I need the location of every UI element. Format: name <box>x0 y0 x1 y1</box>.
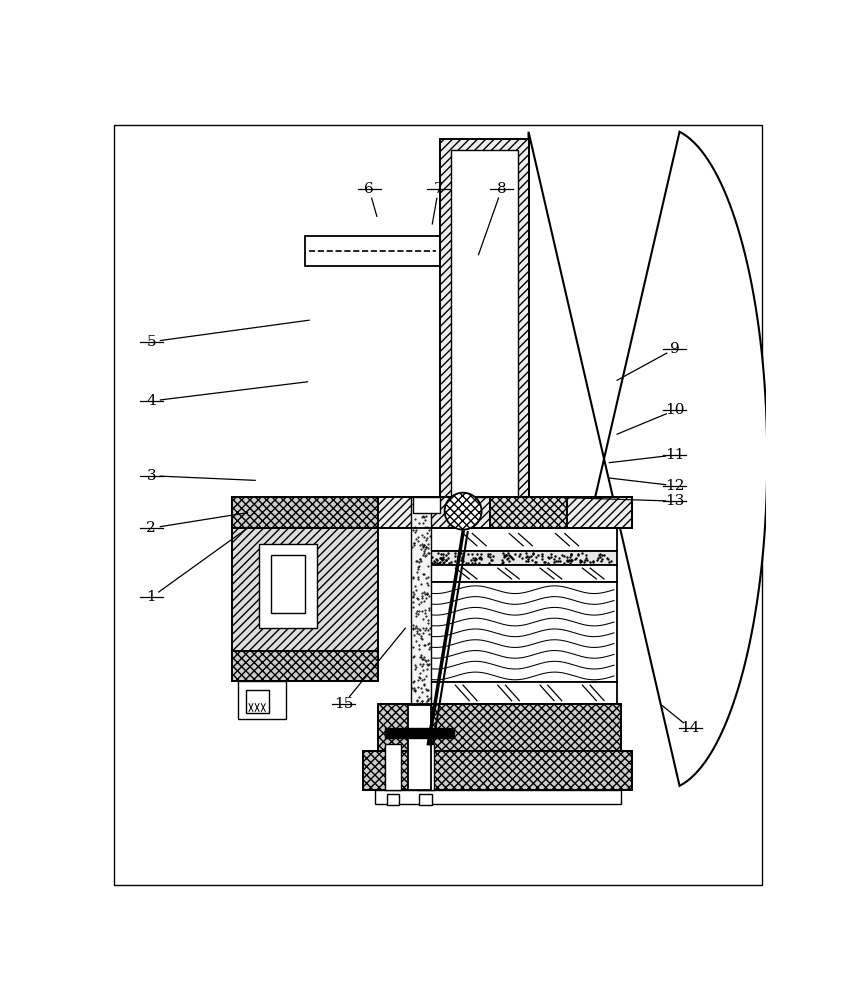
Bar <box>416 744 433 790</box>
Bar <box>270 555 305 613</box>
Text: 9: 9 <box>669 342 679 356</box>
Text: 7: 7 <box>433 182 443 196</box>
Text: 5: 5 <box>146 335 156 349</box>
Bar <box>490 497 566 528</box>
Bar <box>363 751 632 790</box>
Bar <box>378 704 620 751</box>
Circle shape <box>444 493 481 530</box>
Bar <box>407 705 430 790</box>
Bar <box>246 690 269 713</box>
Bar <box>413 682 617 704</box>
Bar <box>232 651 378 681</box>
Text: 4: 4 <box>146 394 156 408</box>
Bar <box>232 497 632 528</box>
Bar <box>413 497 439 513</box>
Text: 14: 14 <box>680 721 699 735</box>
Bar <box>305 235 439 266</box>
Bar <box>258 544 316 628</box>
Bar <box>232 528 378 651</box>
Text: 13: 13 <box>664 494 684 508</box>
Bar <box>378 704 620 751</box>
Text: 12: 12 <box>664 479 684 493</box>
Bar <box>232 528 378 651</box>
Bar <box>413 565 617 582</box>
Bar <box>238 681 286 719</box>
Polygon shape <box>528 132 766 786</box>
Bar <box>386 794 398 805</box>
Text: 6: 6 <box>364 182 374 196</box>
Text: 15: 15 <box>334 697 353 711</box>
Bar <box>384 744 401 790</box>
Bar <box>413 582 617 682</box>
Text: 8: 8 <box>496 182 506 196</box>
Bar <box>232 497 378 528</box>
Bar <box>363 751 632 790</box>
Bar <box>232 497 632 528</box>
Bar <box>411 497 430 751</box>
Bar <box>232 497 378 528</box>
Text: 11: 11 <box>664 448 684 462</box>
Bar <box>439 139 528 497</box>
Bar <box>232 651 378 681</box>
Text: 1: 1 <box>146 590 156 604</box>
Bar <box>384 728 453 738</box>
Bar <box>374 790 620 804</box>
Text: 2: 2 <box>146 521 156 535</box>
Bar <box>439 139 528 497</box>
Bar <box>413 551 617 565</box>
Text: 3: 3 <box>146 469 156 483</box>
Bar <box>413 528 617 551</box>
Text: 10: 10 <box>664 403 684 417</box>
Bar <box>419 794 431 805</box>
Bar <box>450 150 517 497</box>
Bar <box>490 497 566 528</box>
